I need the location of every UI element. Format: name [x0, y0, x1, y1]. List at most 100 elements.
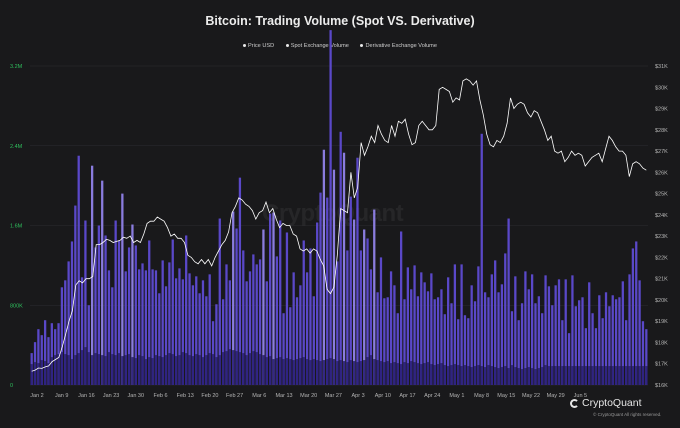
spot-volume-bar[interactable] [332, 359, 336, 385]
spot-volume-bar[interactable] [218, 355, 221, 385]
derivative-volume-bar[interactable] [500, 284, 504, 385]
derivative-volume-bar[interactable] [416, 296, 420, 385]
derivative-volume-bar[interactable] [581, 297, 584, 385]
derivative-volume-bar[interactable] [561, 320, 564, 385]
derivative-volume-bar[interactable] [396, 313, 399, 385]
spot-volume-bar[interactable] [399, 364, 403, 385]
derivative-volume-bar[interactable] [84, 220, 87, 385]
spot-volume-bar[interactable] [420, 364, 423, 385]
derivative-volume-bar[interactable] [211, 321, 215, 385]
derivative-volume-bar[interactable] [282, 313, 285, 385]
spot-volume-bar[interactable] [440, 363, 443, 385]
spot-volume-bar[interactable] [510, 365, 514, 385]
spot-volume-bar[interactable] [235, 351, 238, 385]
legend-item-spot[interactable]: Spot Exchange Volume [285, 43, 349, 49]
derivative-volume-bar[interactable] [574, 306, 577, 385]
derivative-volume-bar[interactable] [399, 231, 403, 385]
spot-volume-bar[interactable] [410, 361, 413, 385]
spot-volume-bar[interactable] [349, 360, 352, 385]
spot-volume-bar[interactable] [433, 365, 436, 385]
derivative-volume-bar[interactable] [154, 270, 158, 385]
spot-volume-bar[interactable] [359, 361, 362, 385]
spot-volume-bar[interactable] [426, 362, 430, 385]
derivative-volume-bar[interactable] [144, 270, 148, 385]
derivative-volume-bar[interactable] [346, 250, 349, 385]
derivative-volume-bar[interactable] [104, 235, 107, 385]
spot-volume-bar[interactable] [295, 359, 299, 385]
derivative-volume-bar[interactable] [185, 235, 188, 385]
spot-volume-bar[interactable] [37, 363, 40, 385]
derivative-volume-bar[interactable] [339, 131, 342, 385]
derivative-volume-bar[interactable] [366, 238, 369, 385]
spot-volume-bar[interactable] [581, 366, 584, 385]
price-usd-line[interactable] [31, 78, 647, 372]
derivative-volume-bar[interactable] [379, 257, 383, 385]
derivative-volume-bar[interactable] [252, 254, 255, 385]
spot-volume-bar[interactable] [413, 362, 416, 385]
derivative-volume-bar[interactable] [494, 260, 497, 385]
derivative-volume-bar[interactable] [77, 155, 80, 385]
derivative-volume-bar[interactable] [524, 271, 527, 385]
spot-volume-bar[interactable] [181, 352, 184, 385]
derivative-volume-bar[interactable] [393, 285, 396, 385]
spot-volume-bar[interactable] [386, 361, 389, 385]
spot-volume-bar[interactable] [238, 352, 242, 385]
derivative-volume-bar[interactable] [480, 133, 483, 385]
spot-volume-bar[interactable] [275, 358, 279, 385]
spot-volume-bar[interactable] [473, 366, 477, 385]
derivative-volume-bar[interactable] [386, 297, 389, 385]
spot-volume-bar[interactable] [188, 355, 191, 385]
spot-volume-bar[interactable] [457, 365, 460, 385]
derivative-volume-bar[interactable] [591, 313, 594, 385]
derivative-volume-bar[interactable] [124, 271, 127, 385]
spot-volume-bar[interactable] [447, 366, 450, 385]
spot-volume-bar[interactable] [494, 367, 497, 385]
spot-volume-bar[interactable] [561, 366, 564, 385]
spot-volume-bar[interactable] [221, 352, 225, 385]
spot-volume-bar[interactable] [507, 368, 510, 385]
spot-volume-bar[interactable] [578, 366, 581, 385]
spot-volume-bar[interactable] [285, 358, 289, 385]
derivative-volume-bar[interactable] [131, 224, 134, 385]
derivative-volume-bar[interactable] [534, 303, 537, 385]
spot-volume-bar[interactable] [557, 366, 561, 385]
derivative-volume-bar[interactable] [248, 271, 252, 385]
spot-volume-bar[interactable] [43, 361, 47, 385]
spot-volume-bar[interactable] [245, 355, 248, 385]
spot-volume-bar[interactable] [316, 360, 319, 385]
spot-volume-bar[interactable] [450, 365, 453, 385]
derivative-volume-bar[interactable] [584, 328, 588, 385]
spot-volume-bar[interactable] [191, 356, 195, 385]
derivative-volume-bar[interactable] [141, 263, 144, 385]
derivative-volume-bar[interactable] [470, 285, 473, 385]
spot-volume-bar[interactable] [84, 347, 87, 385]
derivative-volume-bar[interactable] [453, 264, 457, 385]
spot-volume-bar[interactable] [453, 364, 457, 385]
spot-volume-bar[interactable] [618, 366, 621, 385]
derivative-volume-bar[interactable] [514, 276, 517, 385]
spot-volume-bar[interactable] [554, 366, 557, 385]
derivative-volume-bar[interactable] [483, 292, 487, 385]
spot-volume-bar[interactable] [272, 359, 275, 385]
spot-volume-bar[interactable] [591, 366, 594, 385]
spot-volume-bar[interactable] [490, 366, 493, 385]
spot-volume-bar[interactable] [611, 366, 614, 385]
derivative-volume-bar[interactable] [309, 248, 312, 385]
derivative-volume-bar[interactable] [336, 261, 339, 385]
derivative-volume-bar[interactable] [588, 282, 591, 385]
derivative-volume-bar[interactable] [383, 298, 386, 385]
spot-volume-bar[interactable] [104, 356, 107, 385]
derivative-volume-bar[interactable] [547, 286, 551, 385]
derivative-volume-bar[interactable] [228, 280, 231, 385]
spot-volume-bar[interactable] [117, 353, 121, 385]
derivative-volume-bar[interactable] [520, 303, 524, 385]
spot-volume-bar[interactable] [228, 349, 231, 385]
spot-volume-bar[interactable] [164, 355, 168, 385]
spot-volume-bar[interactable] [625, 366, 628, 385]
derivative-volume-bar[interactable] [43, 320, 47, 385]
spot-volume-bar[interactable] [614, 366, 618, 385]
spot-volume-bar[interactable] [574, 366, 577, 385]
derivative-volume-bar[interactable] [174, 278, 178, 385]
spot-volume-bar[interactable] [645, 366, 648, 385]
spot-volume-bar[interactable] [366, 357, 369, 385]
